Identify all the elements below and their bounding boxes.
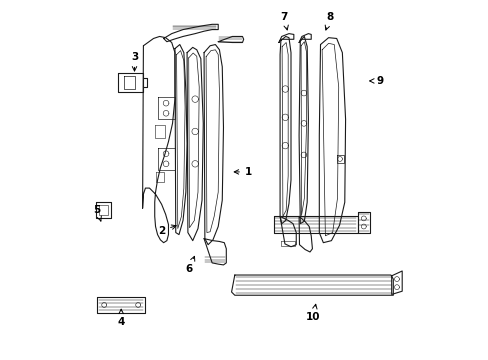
Text: 1: 1 [234, 167, 252, 177]
Text: 3: 3 [131, 52, 138, 71]
Text: 7: 7 [280, 13, 288, 30]
Text: 2: 2 [158, 225, 176, 235]
Text: 10: 10 [305, 304, 320, 322]
Text: 5: 5 [93, 205, 101, 221]
Text: 4: 4 [117, 309, 124, 327]
Text: 9: 9 [369, 76, 383, 86]
Text: 6: 6 [185, 256, 194, 274]
Text: 8: 8 [325, 13, 333, 30]
